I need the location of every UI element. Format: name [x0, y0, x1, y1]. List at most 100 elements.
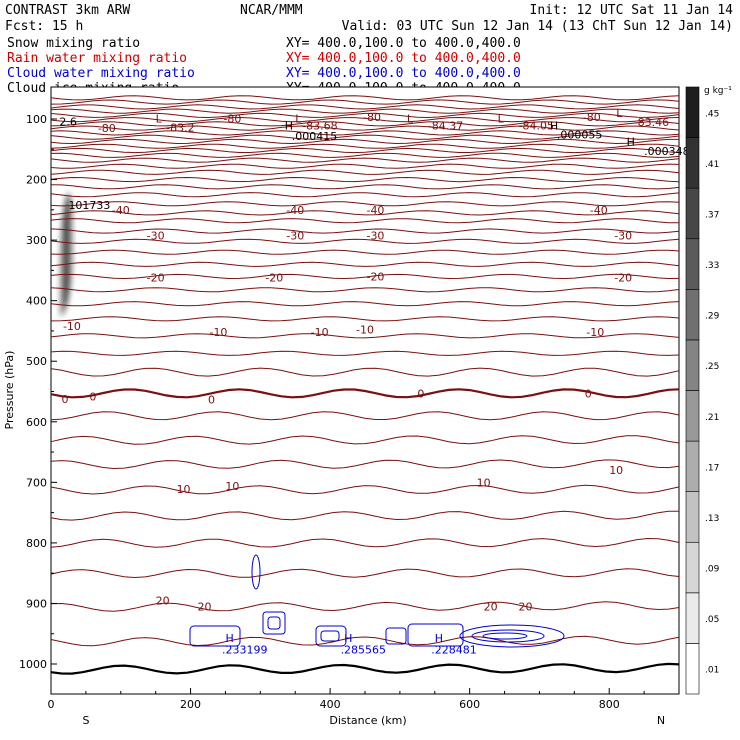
extremum-label: H	[225, 632, 233, 645]
isotherm-line	[50, 163, 680, 169]
isotherm-line	[50, 238, 680, 244]
isotherm-line	[50, 228, 680, 234]
isotherm-line	[50, 108, 680, 114]
field-xy-cloud-water: XY= 400.0,100.0 to 400.0,400.0	[286, 66, 521, 81]
x-axis-label: Distance (km)	[329, 714, 406, 727]
temperature-label: 20	[198, 600, 212, 613]
temperature-label: 20	[484, 600, 498, 613]
isotherm-line	[50, 121, 680, 127]
extremum-label: L	[498, 112, 505, 125]
colorbar-label: .37	[705, 210, 719, 220]
valid-time: Valid: 03 UTC Sun 12 Jan 14 (13 ChT Sun …	[342, 19, 733, 34]
isotherm-line	[50, 333, 680, 339]
cloud-water-contours	[189, 554, 565, 648]
temperature-label: -40	[286, 204, 304, 217]
cloud-water-contour	[320, 630, 340, 642]
y-tick-label: 600	[26, 416, 47, 429]
y-tick-label: 900	[26, 597, 47, 610]
extremum-label: -83.46	[634, 116, 669, 129]
y-tick-label: 800	[26, 537, 47, 550]
colorbar-label: .41	[705, 160, 719, 170]
colorbar-swatch	[685, 440, 700, 492]
temperature-label: -20	[366, 270, 384, 283]
colorbar-label: .21	[705, 413, 719, 423]
isotherm-contours	[50, 95, 680, 675]
cloud-water-contour	[267, 616, 281, 630]
temperature-label: -40	[112, 204, 130, 217]
isotherm-line	[50, 367, 680, 377]
colorbar: .01 .05 .09 .13 .17 .21 .25 .29 .33 .37 .41 .45	[685, 86, 720, 695]
temperature-label: -40	[366, 204, 384, 217]
cloud-water-contour	[189, 625, 241, 647]
extremum-label: H	[627, 135, 635, 148]
isotherm-line	[50, 662, 680, 675]
isotherm-line	[50, 287, 680, 293]
colorbar-swatch	[685, 238, 700, 290]
field-label-cloud-water: Cloud water mixing ratio	[7, 66, 195, 81]
isotherm-line	[50, 134, 680, 140]
extremum-label: L	[616, 107, 623, 120]
isotherm-line	[50, 130, 680, 136]
isotherm-line	[50, 192, 680, 198]
extremum-label: H	[435, 632, 443, 645]
temperature-label: -20	[147, 272, 165, 285]
temperature-label: -10	[209, 326, 227, 339]
isotherm-line	[50, 601, 680, 612]
temperature-label: -80	[223, 112, 241, 125]
y-tick-label: 200	[26, 174, 47, 187]
isotherm-line	[50, 249, 680, 255]
isotherm-line	[50, 95, 680, 101]
temperature-label: 0	[585, 387, 592, 400]
colorbar-label: .09	[705, 565, 720, 575]
colorbar-unit: g kg⁻¹	[704, 86, 732, 96]
temperature-label: -80	[583, 111, 601, 124]
extremum-label: 101733	[68, 199, 110, 212]
cloud-water-contour	[385, 627, 407, 645]
temperature-label: -30	[366, 229, 384, 242]
isotherm-line	[50, 510, 679, 521]
y-tick-label: 700	[26, 476, 47, 489]
y-tick-label: 1000	[19, 658, 47, 671]
temperature-label: 10	[177, 483, 191, 496]
colorbar-swatch	[685, 390, 700, 442]
isotherm-line	[50, 143, 680, 149]
temperature-label: -30	[614, 229, 632, 242]
y-tick-label: 500	[26, 355, 47, 368]
extremum-label: -83.2	[166, 121, 194, 134]
isotherm-line	[50, 568, 680, 579]
y-tick-label: 300	[26, 234, 47, 247]
isotherm-line	[50, 635, 680, 647]
field-xy-rain: XY= 400.0,100.0 to 400.0,400.0	[286, 51, 521, 66]
colorbar-swatch	[685, 541, 700, 594]
x-tick-label: 400	[320, 698, 341, 711]
cloud-water-contour	[251, 554, 261, 590]
x-tick-label: 200	[180, 698, 201, 711]
isotherm-line	[50, 273, 680, 280]
colorbar-label: .25	[705, 362, 719, 372]
forecast-hour: Fcst: 15 h	[5, 19, 83, 34]
north-label: N	[657, 714, 665, 727]
extremum-label: .285565	[341, 643, 387, 656]
extremum-label: 2.6	[59, 115, 77, 128]
temperature-label: -30	[286, 229, 304, 242]
isotherm-line	[50, 157, 680, 163]
isotherm-line	[50, 301, 680, 307]
temperature-label: 0	[61, 393, 68, 406]
extremum-label: .228481	[431, 643, 477, 656]
isotherm-line	[50, 316, 680, 322]
isotherm-line	[50, 261, 680, 267]
isotherm-line	[50, 218, 680, 224]
colorbar-label: .45	[705, 109, 719, 119]
isotherm-line	[50, 350, 680, 356]
colorbar-label: .33	[705, 261, 719, 271]
temperature-label: 10	[609, 464, 623, 477]
extremum-label: .000348	[644, 145, 690, 158]
isotherm-line	[50, 459, 680, 470]
temperature-label: -20	[265, 272, 283, 285]
temperature-label: -10	[311, 326, 329, 339]
temperature-label: -10	[586, 326, 604, 339]
isotherm-line	[50, 116, 680, 123]
temperature-label: 20	[518, 600, 532, 613]
isotherm-line	[50, 125, 680, 131]
